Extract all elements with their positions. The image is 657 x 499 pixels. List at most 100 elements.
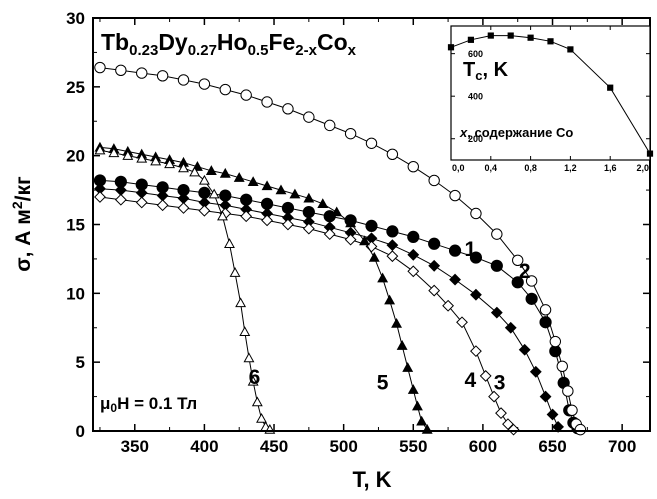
data-point-open-diamond <box>135 196 148 209</box>
inset-frame <box>450 25 651 161</box>
curve-label-3: 3 <box>494 372 506 395</box>
data-point-open-triangle <box>108 147 120 158</box>
curve-label-6: 6 <box>249 366 261 389</box>
data-point-filled-square <box>547 38 554 45</box>
data-point-open-circle <box>574 423 587 436</box>
data-point-open-circle <box>470 207 482 220</box>
data-point-open-circle <box>428 174 440 187</box>
series-layer <box>93 61 587 436</box>
data-point-open-triangle <box>235 297 247 308</box>
data-point-filled-triangle <box>275 184 287 195</box>
data-point-open-diamond <box>456 316 468 329</box>
curve-label-1: 1 <box>465 238 477 261</box>
data-point-open-circle <box>562 385 574 397</box>
data-point-open-circle <box>549 335 562 348</box>
y-tick-label: 5 <box>76 353 85 372</box>
data-point-open-diamond <box>198 204 211 217</box>
data-point-filled-circle <box>448 244 462 257</box>
data-point-filled-triangle <box>261 180 273 191</box>
data-point-filled-triangle <box>377 272 389 283</box>
data-point-filled-circle <box>490 259 503 272</box>
inset-chart: 0,0 0,4 0,8 1,2 1,6 2,0 200 400 600 Tc, K x, сод… <box>447 25 654 173</box>
data-point-open-diamond <box>479 370 492 382</box>
y-tick-label: 0 <box>76 422 85 441</box>
data-point-filled-triangle <box>303 192 315 203</box>
data-point-filled-diamond <box>518 343 531 356</box>
inset-y-tick-label: 600 <box>468 49 483 59</box>
data-point-filled-circle <box>428 237 441 250</box>
data-point-open-circle <box>556 360 568 372</box>
curve-label-4: 4 <box>465 369 477 392</box>
data-point-filled-diamond <box>546 408 559 421</box>
data-point-open-triangle <box>217 210 228 221</box>
data-point-filled-square <box>467 36 474 43</box>
data-point-open-circle <box>539 304 552 316</box>
x-tick-label: 450 <box>260 437 288 456</box>
series-4 <box>94 191 520 436</box>
inset-y-tick-label: 400 <box>468 92 483 102</box>
data-point-filled-diamond <box>504 321 517 334</box>
data-point-open-diamond <box>488 390 500 403</box>
data-point-open-diamond <box>94 191 106 203</box>
inset-title: Tc, K <box>463 59 509 83</box>
plot-frame <box>92 17 651 432</box>
data-point-open-diamond <box>177 202 190 214</box>
x-tick-label: 350 <box>121 437 149 456</box>
data-point-open-diamond <box>407 265 420 278</box>
data-point-filled-triangle <box>396 340 408 350</box>
inset-tick-marks <box>450 26 651 160</box>
series-line-1 <box>99 179 578 429</box>
x-tick-label: 550 <box>399 437 427 456</box>
inset-background <box>451 26 650 160</box>
data-point-filled-circle <box>386 225 399 238</box>
data-point-open-triangle <box>122 150 134 160</box>
x-tick-label: 500 <box>329 437 357 456</box>
data-point-filled-triangle <box>359 235 370 246</box>
series-2 <box>94 61 587 436</box>
curve-label-5: 5 <box>377 372 389 395</box>
inset-x-axis-title: x, содержание Co <box>459 125 573 140</box>
data-point-filled-triangle <box>402 362 414 372</box>
data-point-open-circle <box>219 83 231 96</box>
inset-x-tick-label: 0,0 <box>452 163 465 173</box>
data-point-filled-triangle <box>412 400 423 411</box>
data-point-filled-diamond <box>552 420 565 433</box>
data-point-filled-triangle <box>233 172 245 182</box>
y-tick-label: 20 <box>66 147 85 166</box>
data-point-open-triangle <box>136 152 148 163</box>
x-axis-title: T, K <box>352 467 391 492</box>
data-point-open-circle <box>324 119 336 132</box>
data-point-filled-triangle <box>391 317 403 328</box>
data-point-filled-circle <box>365 219 378 232</box>
data-point-filled-triangle <box>416 415 428 426</box>
data-point-filled-diamond <box>407 248 420 261</box>
data-point-filled-circle <box>525 292 538 305</box>
data-point-open-circle <box>512 254 524 266</box>
y-tick-label: 25 <box>66 78 85 97</box>
data-point-filled-square <box>607 84 614 91</box>
data-point-open-triangle <box>251 396 263 407</box>
inset-x-tick-label: 2,0 <box>636 163 649 173</box>
data-point-filled-triangle <box>219 167 231 178</box>
data-point-filled-triangle <box>345 217 357 228</box>
data-point-open-triangle <box>94 144 106 155</box>
data-point-open-triangle <box>208 188 220 199</box>
data-point-filled-circle <box>407 230 420 243</box>
data-point-open-circle <box>365 137 378 149</box>
data-point-open-diamond <box>507 423 520 436</box>
inset-tick-labels: 0,0 0,4 0,8 1,2 1,6 2,0 200 400 600 <box>452 49 649 173</box>
x-tick-label: 600 <box>469 437 497 456</box>
data-point-filled-triangle <box>407 384 419 394</box>
data-point-open-diamond <box>428 284 441 297</box>
data-point-open-diamond <box>323 228 336 241</box>
x-tick-label: 650 <box>538 437 566 456</box>
data-point-filled-triangle <box>331 206 343 217</box>
data-point-filled-diamond <box>490 306 503 319</box>
data-point-filled-diamond <box>449 273 461 286</box>
data-point-open-diamond <box>302 222 315 235</box>
data-point-open-triangle <box>243 352 255 363</box>
data-point-filled-triangle <box>368 251 380 262</box>
data-point-open-triangle <box>198 174 210 185</box>
data-point-open-circle <box>386 148 399 160</box>
data-point-open-diamond <box>442 299 454 312</box>
